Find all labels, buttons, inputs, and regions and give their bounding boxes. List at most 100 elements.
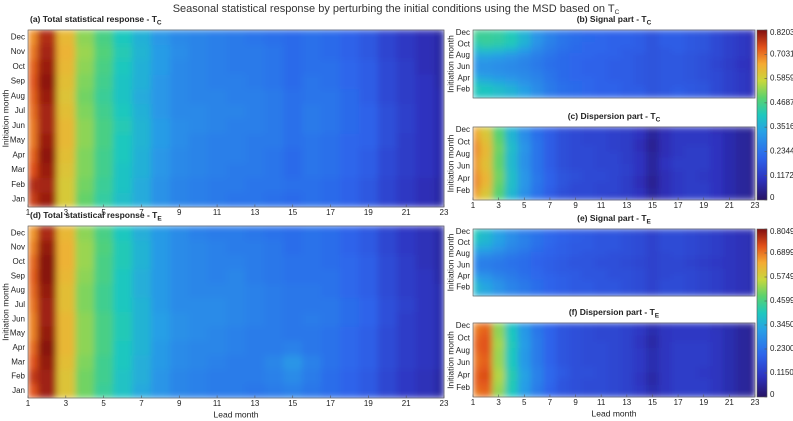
heatmap-cell: [517, 347, 532, 355]
heatmap-cell: [479, 69, 493, 76]
heatmap-cell: [517, 245, 532, 252]
heatmap-cell: [415, 369, 435, 384]
heatmap-cell: [358, 147, 379, 164]
heatmap-cell: [684, 138, 698, 146]
heatmap-cell: [492, 80, 506, 87]
heatmap-cell: [302, 162, 322, 178]
x-tick-label: 5: [522, 201, 527, 210]
heatmap-cell: [396, 44, 417, 60]
heatmap-cell: [479, 256, 493, 263]
heatmap-cell: [358, 59, 379, 75]
heatmap-cell: [396, 177, 417, 193]
heatmap-cell: [28, 88, 38, 105]
heatmap-cell: [150, 297, 171, 313]
heatmap-cell: [340, 29, 360, 46]
heatmap-cell: [556, 75, 570, 82]
heatmap-cell: [556, 92, 570, 99]
heatmap-cell: [543, 262, 557, 269]
heatmap-cell: [697, 151, 711, 158]
heatmap-cell: [735, 234, 749, 241]
heatmap-cell: [188, 268, 209, 284]
heatmap-cell: [226, 73, 246, 90]
heatmap-cell: [684, 29, 698, 36]
heatmap-cell: [113, 326, 133, 341]
heatmap-cell: [473, 239, 480, 247]
heatmap-cell: [37, 162, 57, 178]
heatmap-cell: [530, 29, 544, 36]
heatmap-cell: [569, 245, 583, 252]
heatmap-cell: [658, 245, 673, 252]
heatmap-cell: [415, 177, 435, 193]
heatmap-cell: [28, 283, 38, 298]
heatmap-cell: [633, 256, 647, 263]
heatmap-cell: [283, 29, 303, 46]
heatmap-cell: [207, 225, 227, 241]
heatmap-cell: [607, 144, 621, 152]
heatmap-cell: [735, 63, 749, 70]
heatmap-cell: [479, 193, 493, 201]
heatmap-cell: [671, 390, 685, 398]
heatmap-cell: [302, 118, 322, 134]
heatmap-cell: [658, 278, 673, 286]
heatmap-cell: [556, 35, 570, 42]
x-tick-label: 1: [471, 398, 476, 407]
heatmap-cell: [434, 240, 445, 255]
heatmap-cell: [517, 273, 532, 280]
heatmap-cell: [620, 273, 634, 280]
heatmap-cell: [245, 191, 265, 208]
heatmap-cell: [505, 262, 519, 269]
y-tick-label: Feb: [11, 372, 25, 381]
heatmap-cell: [748, 245, 756, 252]
heatmap-cell: [302, 254, 322, 270]
colorbar-tick-label: 0.1150: [770, 368, 793, 377]
heatmap-cell: [207, 297, 227, 313]
heatmap-cell: [581, 353, 596, 361]
heatmap-cell: [377, 383, 398, 399]
heatmap-cell: [321, 354, 341, 370]
heatmap-cell: [207, 118, 227, 134]
heatmap-cell: [646, 267, 660, 274]
heatmap-cell: [646, 63, 660, 70]
heatmap-cell: [735, 278, 749, 286]
heatmap-cell: [671, 41, 685, 48]
heatmap-cell: [415, 311, 435, 327]
heatmap-cell: [607, 256, 621, 263]
colorbar-tick-label: 0.3450: [770, 320, 793, 329]
heatmap-cell: [684, 273, 698, 280]
heatmap-cell: [646, 284, 660, 291]
heatmap-cell: [479, 347, 493, 355]
heatmap-cell: [492, 58, 506, 65]
y-tick-label: Jul: [15, 300, 25, 309]
heatmap-cell: [697, 52, 711, 59]
heatmap-cell: [321, 340, 341, 356]
heatmap-cell: [505, 69, 519, 76]
heatmap-cell: [710, 35, 724, 42]
heatmap-cell: [543, 41, 557, 48]
heatmap-cell: [646, 75, 660, 82]
heatmap-cell: [607, 169, 621, 176]
y-tick-label: Feb: [456, 85, 470, 94]
heatmap-cell: [434, 88, 445, 105]
heatmap-cell: [620, 290, 634, 297]
heatmap-cell: [594, 278, 608, 286]
heatmap-cell: [358, 254, 379, 270]
heatmap-cell: [505, 157, 519, 164]
heatmap-cell: [748, 175, 756, 183]
heatmap-cell: [517, 169, 532, 176]
heatmap-cell: [37, 88, 57, 105]
heatmap-cell: [671, 239, 685, 247]
heatmap-cell: [28, 147, 38, 164]
heatmap-cell: [517, 193, 532, 201]
heatmap-cell: [207, 311, 227, 327]
heatmap-cell: [607, 273, 621, 280]
heatmap-cell: [37, 311, 57, 327]
heatmap-cell: [321, 191, 341, 208]
heatmap-cell: [722, 262, 737, 269]
heatmap-cell: [479, 187, 493, 195]
heatmap-cell: [748, 262, 756, 269]
heatmap-cell: [748, 341, 756, 348]
heatmap-cell: [697, 256, 711, 263]
heatmap-cell: [415, 73, 435, 90]
heatmap-cell: [620, 41, 634, 48]
heatmap-cell: [283, 369, 303, 384]
